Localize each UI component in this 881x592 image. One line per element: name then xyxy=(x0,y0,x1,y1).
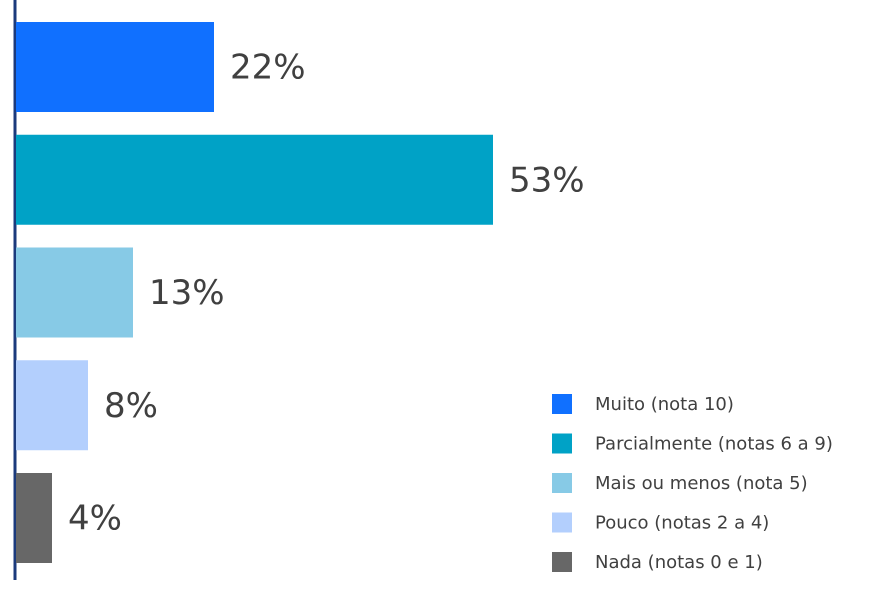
legend-label: Parcialmente (notas 6 a 9) xyxy=(595,434,833,455)
value-label: 4% xyxy=(68,499,122,539)
legend-label: Nada (notas 0 e 1) xyxy=(595,552,763,573)
legend-label: Muito (nota 10) xyxy=(595,394,734,415)
legend-swatch xyxy=(552,473,572,493)
bar xyxy=(16,22,214,112)
bar xyxy=(16,134,493,225)
bar xyxy=(16,247,133,338)
legend-swatch xyxy=(552,512,572,533)
legend-swatch xyxy=(552,433,572,454)
bar xyxy=(16,360,88,451)
value-label: 22% xyxy=(230,48,306,88)
legend-swatch xyxy=(552,552,572,572)
legend-swatch xyxy=(552,394,572,414)
bar xyxy=(16,473,52,563)
legend-label: Mais ou menos (nota 5) xyxy=(595,473,808,494)
legend-label: Pouco (notas 2 a 4) xyxy=(595,513,769,534)
value-label: 53% xyxy=(509,160,585,200)
value-label: 13% xyxy=(149,273,225,313)
value-label: 8% xyxy=(104,386,158,426)
